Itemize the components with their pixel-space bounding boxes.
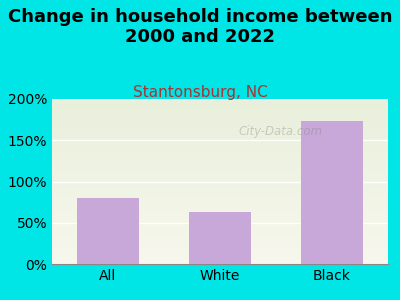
Text: Change in household income between
2000 and 2022: Change in household income between 2000 … (8, 8, 392, 46)
Bar (189, 212, 251, 264)
Text: City-Data.com: City-Data.com (238, 125, 322, 139)
Bar (77, 198, 139, 264)
Bar (301, 121, 363, 264)
Text: Stantonsburg, NC: Stantonsburg, NC (133, 85, 267, 100)
